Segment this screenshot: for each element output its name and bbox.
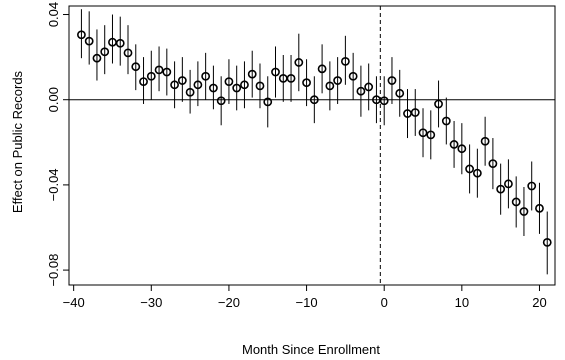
data-point	[255, 81, 265, 91]
x-tick-label: −10	[296, 295, 318, 310]
data-point	[340, 56, 350, 66]
x-tick-label: −20	[218, 295, 240, 310]
data-point	[77, 30, 86, 40]
data-point	[496, 184, 506, 194]
data-point	[162, 67, 172, 77]
data-points	[77, 30, 552, 247]
y-tick-label: 0.04	[46, 2, 61, 27]
data-point	[115, 38, 125, 48]
data-point	[364, 82, 374, 92]
data-point	[480, 136, 490, 146]
data-point	[271, 67, 280, 77]
data-point	[247, 69, 257, 79]
data-point	[286, 74, 296, 83]
x-tick-label: 10	[455, 295, 469, 310]
data-point	[465, 164, 475, 174]
data-point	[511, 197, 521, 207]
y-axis: −0.08 −0.04 0.00 0.04	[46, 2, 69, 287]
data-point	[333, 76, 343, 85]
data-point	[325, 81, 335, 91]
data-point	[457, 144, 467, 154]
y-axis-label: Effect on Public Records	[10, 70, 25, 213]
data-point	[177, 76, 187, 85]
data-point	[100, 47, 110, 57]
y-tick-label: 0.00	[46, 87, 61, 112]
data-point	[92, 53, 102, 63]
data-point	[542, 238, 552, 247]
data-point	[379, 96, 389, 106]
data-point	[535, 203, 544, 213]
data-point	[232, 83, 242, 93]
data-point	[224, 77, 234, 87]
data-point	[123, 48, 133, 58]
data-point	[418, 128, 428, 138]
data-point	[84, 36, 94, 46]
x-tick-label: −40	[63, 295, 85, 310]
data-point	[263, 97, 273, 107]
data-point	[170, 80, 179, 90]
y-tick-label: −0.08	[46, 254, 61, 287]
data-point	[426, 130, 436, 140]
reference-lines	[69, 6, 555, 285]
data-point	[201, 71, 211, 81]
data-point	[216, 96, 226, 106]
data-point	[139, 77, 148, 87]
data-point	[387, 76, 397, 85]
data-point	[504, 179, 513, 189]
data-point	[348, 71, 358, 81]
plot-border	[68, 5, 556, 286]
data-point	[317, 64, 327, 74]
data-point	[449, 140, 459, 149]
y-tick-label: −0.04	[46, 168, 61, 201]
x-tick-label: 20	[532, 295, 546, 310]
data-point	[131, 62, 141, 72]
plot-frame	[68, 5, 556, 286]
data-point	[185, 87, 195, 97]
data-point	[240, 80, 249, 90]
data-point	[488, 159, 498, 169]
data-point	[154, 65, 164, 75]
data-point	[519, 207, 529, 216]
data-point	[527, 181, 537, 191]
data-point	[434, 99, 443, 109]
data-point	[356, 86, 366, 96]
x-tick-label: 0	[381, 295, 388, 310]
data-point	[441, 116, 451, 126]
data-point	[395, 88, 405, 98]
data-point	[193, 80, 203, 90]
data-point	[294, 58, 304, 67]
x-tick-label: −30	[140, 295, 162, 310]
error-bars	[80, 9, 548, 275]
data-point	[472, 168, 482, 178]
x-axis: −40 −30 −20 −10 0 10 20	[63, 285, 547, 310]
x-axis-label: Month Since Enrollment	[242, 342, 380, 357]
data-point	[302, 78, 311, 88]
data-point	[146, 71, 156, 81]
data-point	[410, 108, 420, 117]
data-point	[209, 83, 218, 93]
data-point	[309, 95, 319, 105]
